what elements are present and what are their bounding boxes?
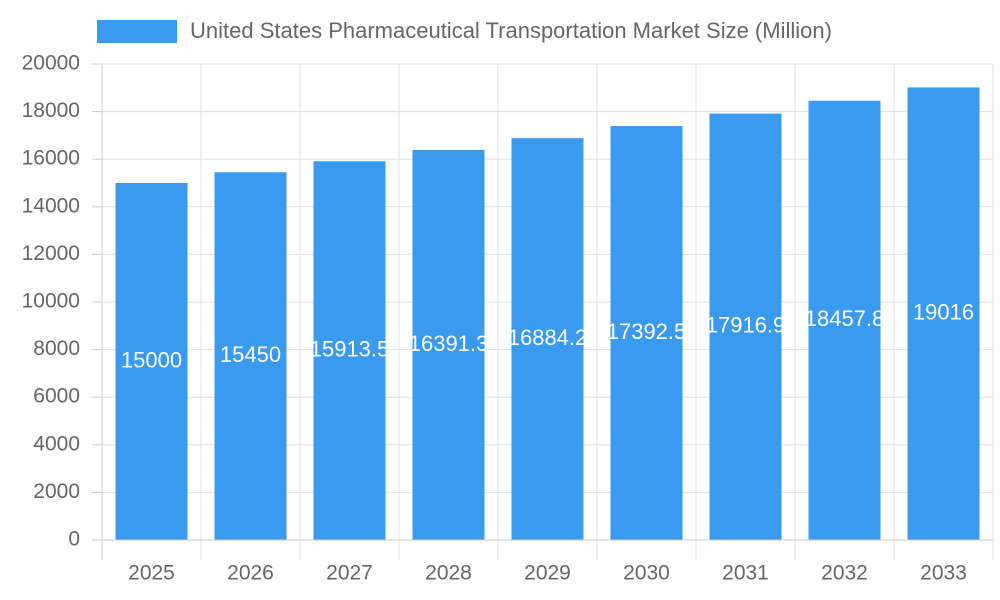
x-tick-label: 2029: [524, 562, 571, 585]
y-tick-label: 2000: [33, 480, 80, 503]
x-tick-label: 2026: [227, 562, 274, 585]
data-label: 15913.5: [310, 336, 390, 361]
x-tick-label: 2025: [128, 562, 175, 585]
legend-label: United States Pharmaceutical Transportat…: [190, 18, 832, 43]
bar: [412, 149, 485, 540]
y-tick-label: 12000: [22, 242, 80, 265]
y-tick-label: 0: [68, 528, 80, 551]
bar: [709, 113, 782, 540]
bar: [313, 161, 386, 540]
y-tick-label: 8000: [33, 337, 80, 360]
data-label: 15450: [220, 342, 281, 367]
x-tick-label: 2032: [821, 562, 868, 585]
x-tick-label: 2027: [326, 562, 373, 585]
y-tick-label: 16000: [22, 147, 80, 170]
bar: [511, 138, 584, 540]
bar: [907, 87, 980, 541]
y-tick-label: 10000: [22, 290, 80, 313]
legend-swatch: [97, 20, 177, 43]
x-tick-label: 2033: [920, 562, 967, 585]
y-tick-label: 20000: [22, 52, 80, 75]
data-label: 16391.3: [409, 331, 489, 356]
data-label: 17392.5: [607, 319, 687, 344]
data-label: 17916.9: [706, 313, 786, 338]
x-tick-label: 2028: [425, 562, 472, 585]
x-tick-label: 2031: [722, 562, 769, 585]
data-label: 19016: [913, 300, 974, 325]
y-tick-label: 6000: [33, 385, 80, 408]
bar: [115, 183, 188, 540]
y-tick-label: 14000: [22, 194, 80, 217]
y-tick-label: 4000: [33, 432, 80, 455]
data-label: 16884.2: [508, 325, 588, 350]
bar: [610, 126, 683, 540]
bar: [214, 172, 287, 541]
y-tick-label: 18000: [22, 99, 80, 122]
x-tick-label: 2030: [623, 562, 670, 585]
bar: [808, 100, 881, 541]
data-label: 18457.8: [805, 306, 885, 331]
data-label: 15000: [121, 347, 182, 372]
